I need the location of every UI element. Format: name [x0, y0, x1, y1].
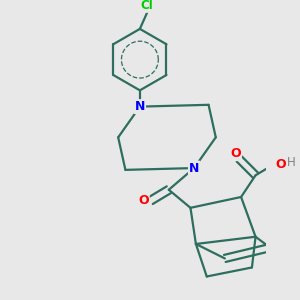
Text: H: H	[287, 156, 296, 169]
Text: N: N	[135, 100, 145, 113]
Text: O: O	[138, 194, 149, 207]
Text: Cl: Cl	[141, 0, 154, 12]
Text: O: O	[275, 158, 286, 171]
Text: N: N	[189, 162, 199, 175]
Text: O: O	[230, 147, 241, 160]
